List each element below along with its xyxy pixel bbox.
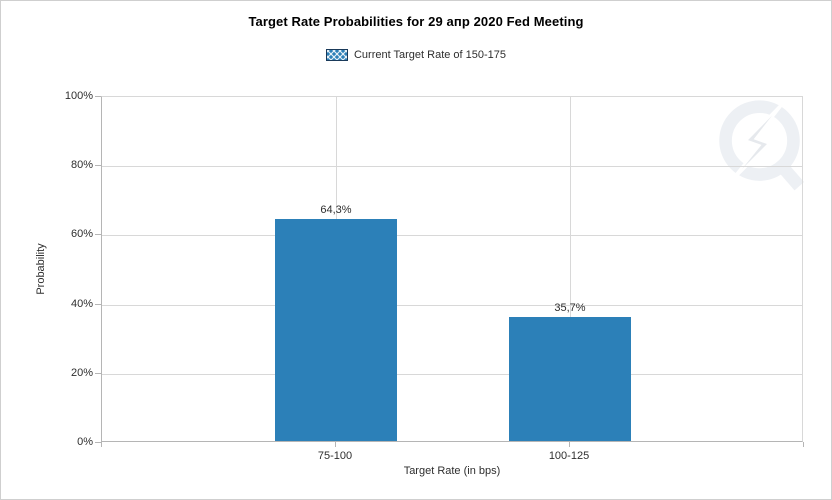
x-tick-label: 100-125 (548, 450, 590, 462)
y-tick-label: 20% (70, 366, 93, 379)
y-axis-tick (95, 372, 101, 374)
x-axis-title: Target Rate (in bps) (403, 465, 501, 477)
gridline (102, 235, 802, 237)
gridline (102, 304, 802, 306)
legend-swatch-icon (325, 49, 348, 61)
bar (509, 317, 631, 441)
y-tick-label: 80% (70, 159, 93, 172)
chart-title: Target Rate Probabilities for 29 апр 202… (248, 14, 584, 29)
legend[interactable]: Current Target Rate of 150-175 (1, 49, 831, 61)
y-tick-label: 0% (77, 436, 93, 448)
y-axis-title: Probability (35, 243, 47, 295)
bar-value-label: 64,3% (320, 203, 352, 216)
legend-label: Current Target Rate of 150-175 (353, 49, 507, 61)
y-axis-tick (95, 165, 101, 167)
y-axis-tick (95, 234, 101, 236)
y-tick-label: 40% (70, 297, 93, 310)
bar-value-label: 35,7% (554, 302, 586, 315)
y-tick-label: 60% (70, 228, 93, 241)
y-tick-label: 100% (64, 90, 93, 102)
y-axis-tick (95, 96, 101, 97)
y-axis-tick (95, 303, 101, 305)
x-axis-edge-tick (101, 442, 102, 447)
gridline (102, 373, 802, 375)
vertical-gridline (570, 97, 571, 441)
x-axis-edge-tick (803, 442, 804, 447)
gridline (102, 166, 802, 168)
plot-area: 64,3% 35,7% (101, 96, 803, 442)
bar (275, 218, 397, 441)
y-axis-tick (95, 442, 101, 443)
x-axis-tick (569, 442, 570, 447)
watermark-logo-icon (719, 98, 805, 191)
x-axis-tick (335, 442, 336, 447)
x-tick-label: 75-100 (317, 450, 353, 462)
